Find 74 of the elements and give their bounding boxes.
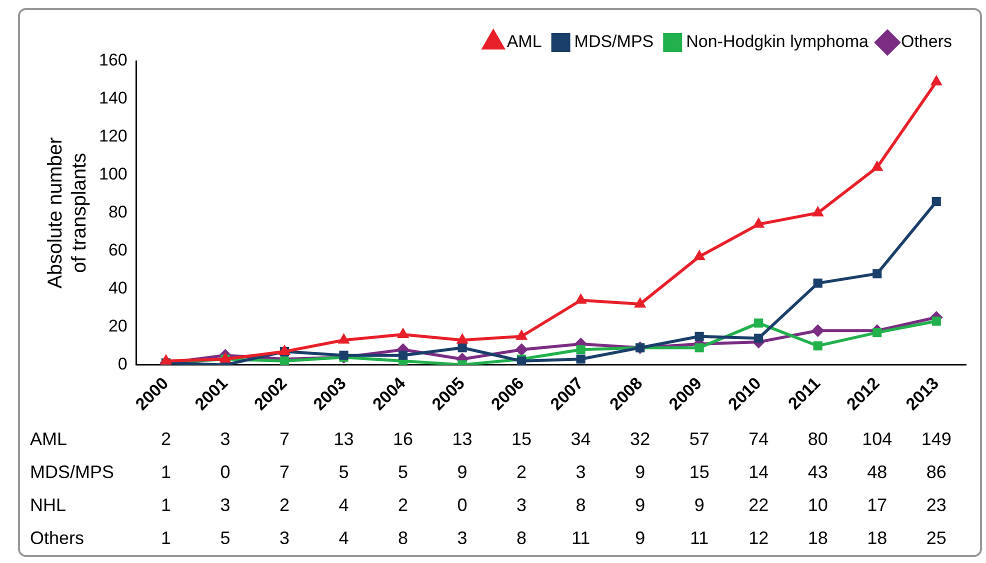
legend-label: Others: [900, 32, 952, 52]
text: Others: [30, 528, 84, 548]
data-label: 9: [635, 528, 646, 548]
data-label: 5: [398, 462, 408, 482]
data-label: 3: [576, 462, 586, 482]
text: AML: [30, 428, 68, 449]
data-label: 4: [338, 494, 349, 515]
y-tick-label: 160: [98, 50, 128, 70]
y-tick-label: 20: [108, 316, 128, 336]
data-label: 3: [220, 428, 230, 449]
text: NHL: [30, 494, 66, 515]
data-label: 25: [926, 528, 946, 548]
data-label: 22: [748, 494, 769, 515]
data-label: 34: [570, 428, 591, 449]
data-label: 5: [338, 462, 349, 482]
data-label: 2: [516, 462, 527, 482]
data-label: 14: [748, 462, 769, 482]
y-tick-label: 60: [108, 240, 128, 260]
legend-label: AML: [506, 32, 542, 52]
data-label: 9: [457, 462, 468, 482]
data-label: 13: [334, 428, 354, 449]
data-label: 3: [280, 528, 290, 548]
data-label: 12: [748, 528, 769, 548]
data-label: 57: [689, 428, 710, 449]
data-label: 7: [280, 428, 290, 449]
data-label: 16: [393, 428, 414, 449]
data-label: 8: [398, 528, 408, 548]
data-label: 1: [160, 494, 171, 515]
y-tick-label: 80: [108, 202, 128, 222]
data-label: 11: [571, 528, 590, 548]
data-label: 9: [635, 494, 646, 515]
data-label: 15: [689, 462, 710, 482]
data-label: 5: [220, 528, 230, 548]
data-label: 18: [867, 528, 888, 548]
y-tick-label: 0: [118, 354, 128, 374]
data-label: 8: [576, 494, 586, 515]
data-label: 80: [808, 428, 828, 449]
data-label: 3: [220, 494, 230, 515]
data-label: 149: [921, 428, 952, 449]
data-label: 86: [926, 462, 946, 482]
text: MDS/MPS: [30, 462, 114, 482]
data-label: 8: [516, 528, 527, 548]
data-label: 3: [457, 528, 468, 548]
data-label: 15: [512, 428, 532, 449]
data-label: 104: [862, 428, 892, 449]
data-label: 11: [690, 528, 709, 548]
data-label: 3: [516, 494, 527, 515]
data-label: 9: [694, 494, 704, 515]
data-label: 7: [280, 462, 290, 482]
data-label: 13: [452, 428, 472, 449]
data-label: 10: [808, 494, 828, 515]
y-axis-title: Absolute number of transplants: [44, 136, 91, 289]
data-label: 2: [280, 494, 290, 515]
legend-label: Non-Hodgkin lymphoma: [686, 32, 870, 52]
data-label: 2: [160, 428, 171, 449]
data-label: 2: [398, 494, 408, 515]
data-label: 0: [457, 494, 468, 515]
data-label: 9: [635, 462, 646, 482]
data-label: 32: [630, 428, 650, 449]
data-label: 17: [867, 494, 888, 515]
y-tick-label: 120: [98, 126, 128, 146]
y-tick-label: 40: [108, 278, 128, 298]
legend-label: MDS/MPS: [574, 32, 654, 52]
data-label: 18: [808, 528, 828, 548]
data-label: 1: [160, 462, 171, 482]
data-label: 23: [926, 494, 946, 515]
y-tick-label: 100: [98, 164, 128, 184]
data-label: 4: [338, 528, 349, 548]
data-label: 48: [867, 462, 888, 482]
data-label: 74: [748, 428, 769, 449]
data-label: 0: [220, 462, 230, 482]
data-label: 1: [160, 528, 171, 548]
data-label: 43: [808, 462, 828, 482]
y-tick-label: 140: [98, 88, 128, 108]
